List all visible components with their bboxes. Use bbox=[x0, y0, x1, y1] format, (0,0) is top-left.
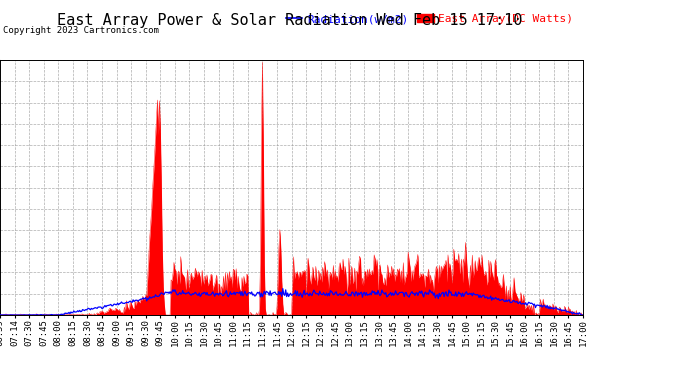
Text: Copyright 2023 Cartronics.com: Copyright 2023 Cartronics.com bbox=[3, 26, 159, 35]
Legend: Radiation(w/m2), East Array(DC Watts): Radiation(w/m2), East Array(DC Watts) bbox=[282, 9, 578, 28]
Text: East Array Power & Solar Radiation Wed Feb 15 17:10: East Array Power & Solar Radiation Wed F… bbox=[57, 13, 522, 28]
